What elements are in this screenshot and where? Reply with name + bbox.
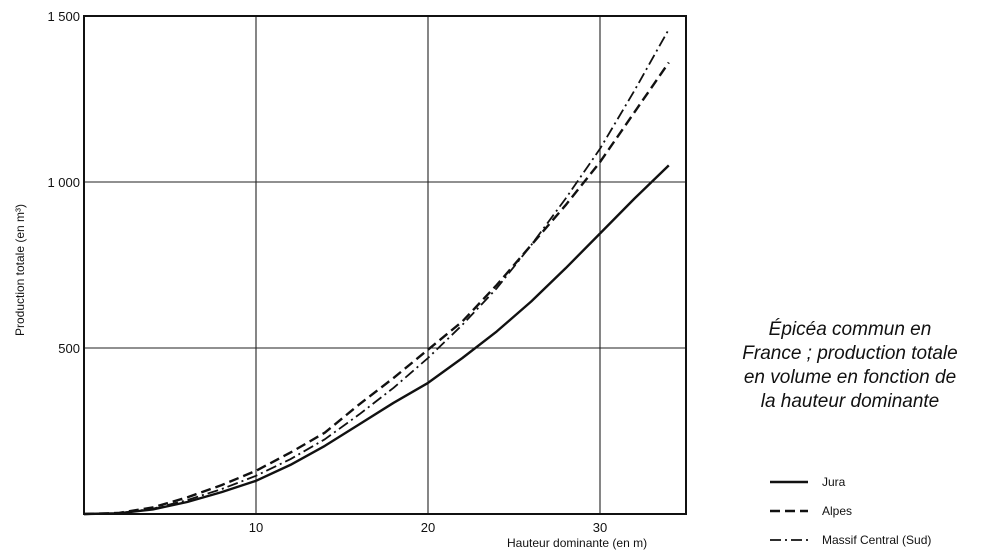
grid — [84, 15, 686, 514]
y-tick-label: 1 000 — [47, 175, 80, 190]
series-line-jura — [83, 164, 670, 516]
caption-line: France ; production totale — [742, 343, 958, 364]
series-line-massif-central-sud — [83, 28, 670, 515]
series-line-alpes — [83, 61, 670, 516]
plot-frame — [83, 15, 687, 515]
figure-caption: Épicéa commun en France ; production tot… — [712, 318, 988, 414]
x-tick-labels: 10 20 30 — [249, 520, 607, 535]
x-axis-label: Hauteur dominante (en m) — [507, 536, 647, 550]
legend-label: Alpes — [822, 504, 852, 518]
legend: Jura Alpes Massif Central (Sud) — [770, 475, 931, 547]
caption-line: en volume en fonction de — [743, 367, 957, 388]
legend-label: Massif Central (Sud) — [822, 533, 931, 547]
x-tick-label: 20 — [421, 520, 435, 535]
y-tick-label: 1 500 — [47, 9, 80, 24]
series-layer — [83, 28, 670, 516]
caption-line: la hauteur dominante — [760, 391, 940, 412]
x-tick-label: 10 — [249, 520, 263, 535]
y-tick-labels: 500 1 000 1 500 — [47, 9, 80, 356]
x-tick-label: 30 — [593, 520, 607, 535]
caption-line: Épicéa commun en — [768, 319, 932, 340]
legend-label: Jura — [822, 475, 846, 489]
y-tick-label: 500 — [58, 341, 80, 356]
y-axis-label: Production totale (en m³) — [13, 204, 27, 336]
